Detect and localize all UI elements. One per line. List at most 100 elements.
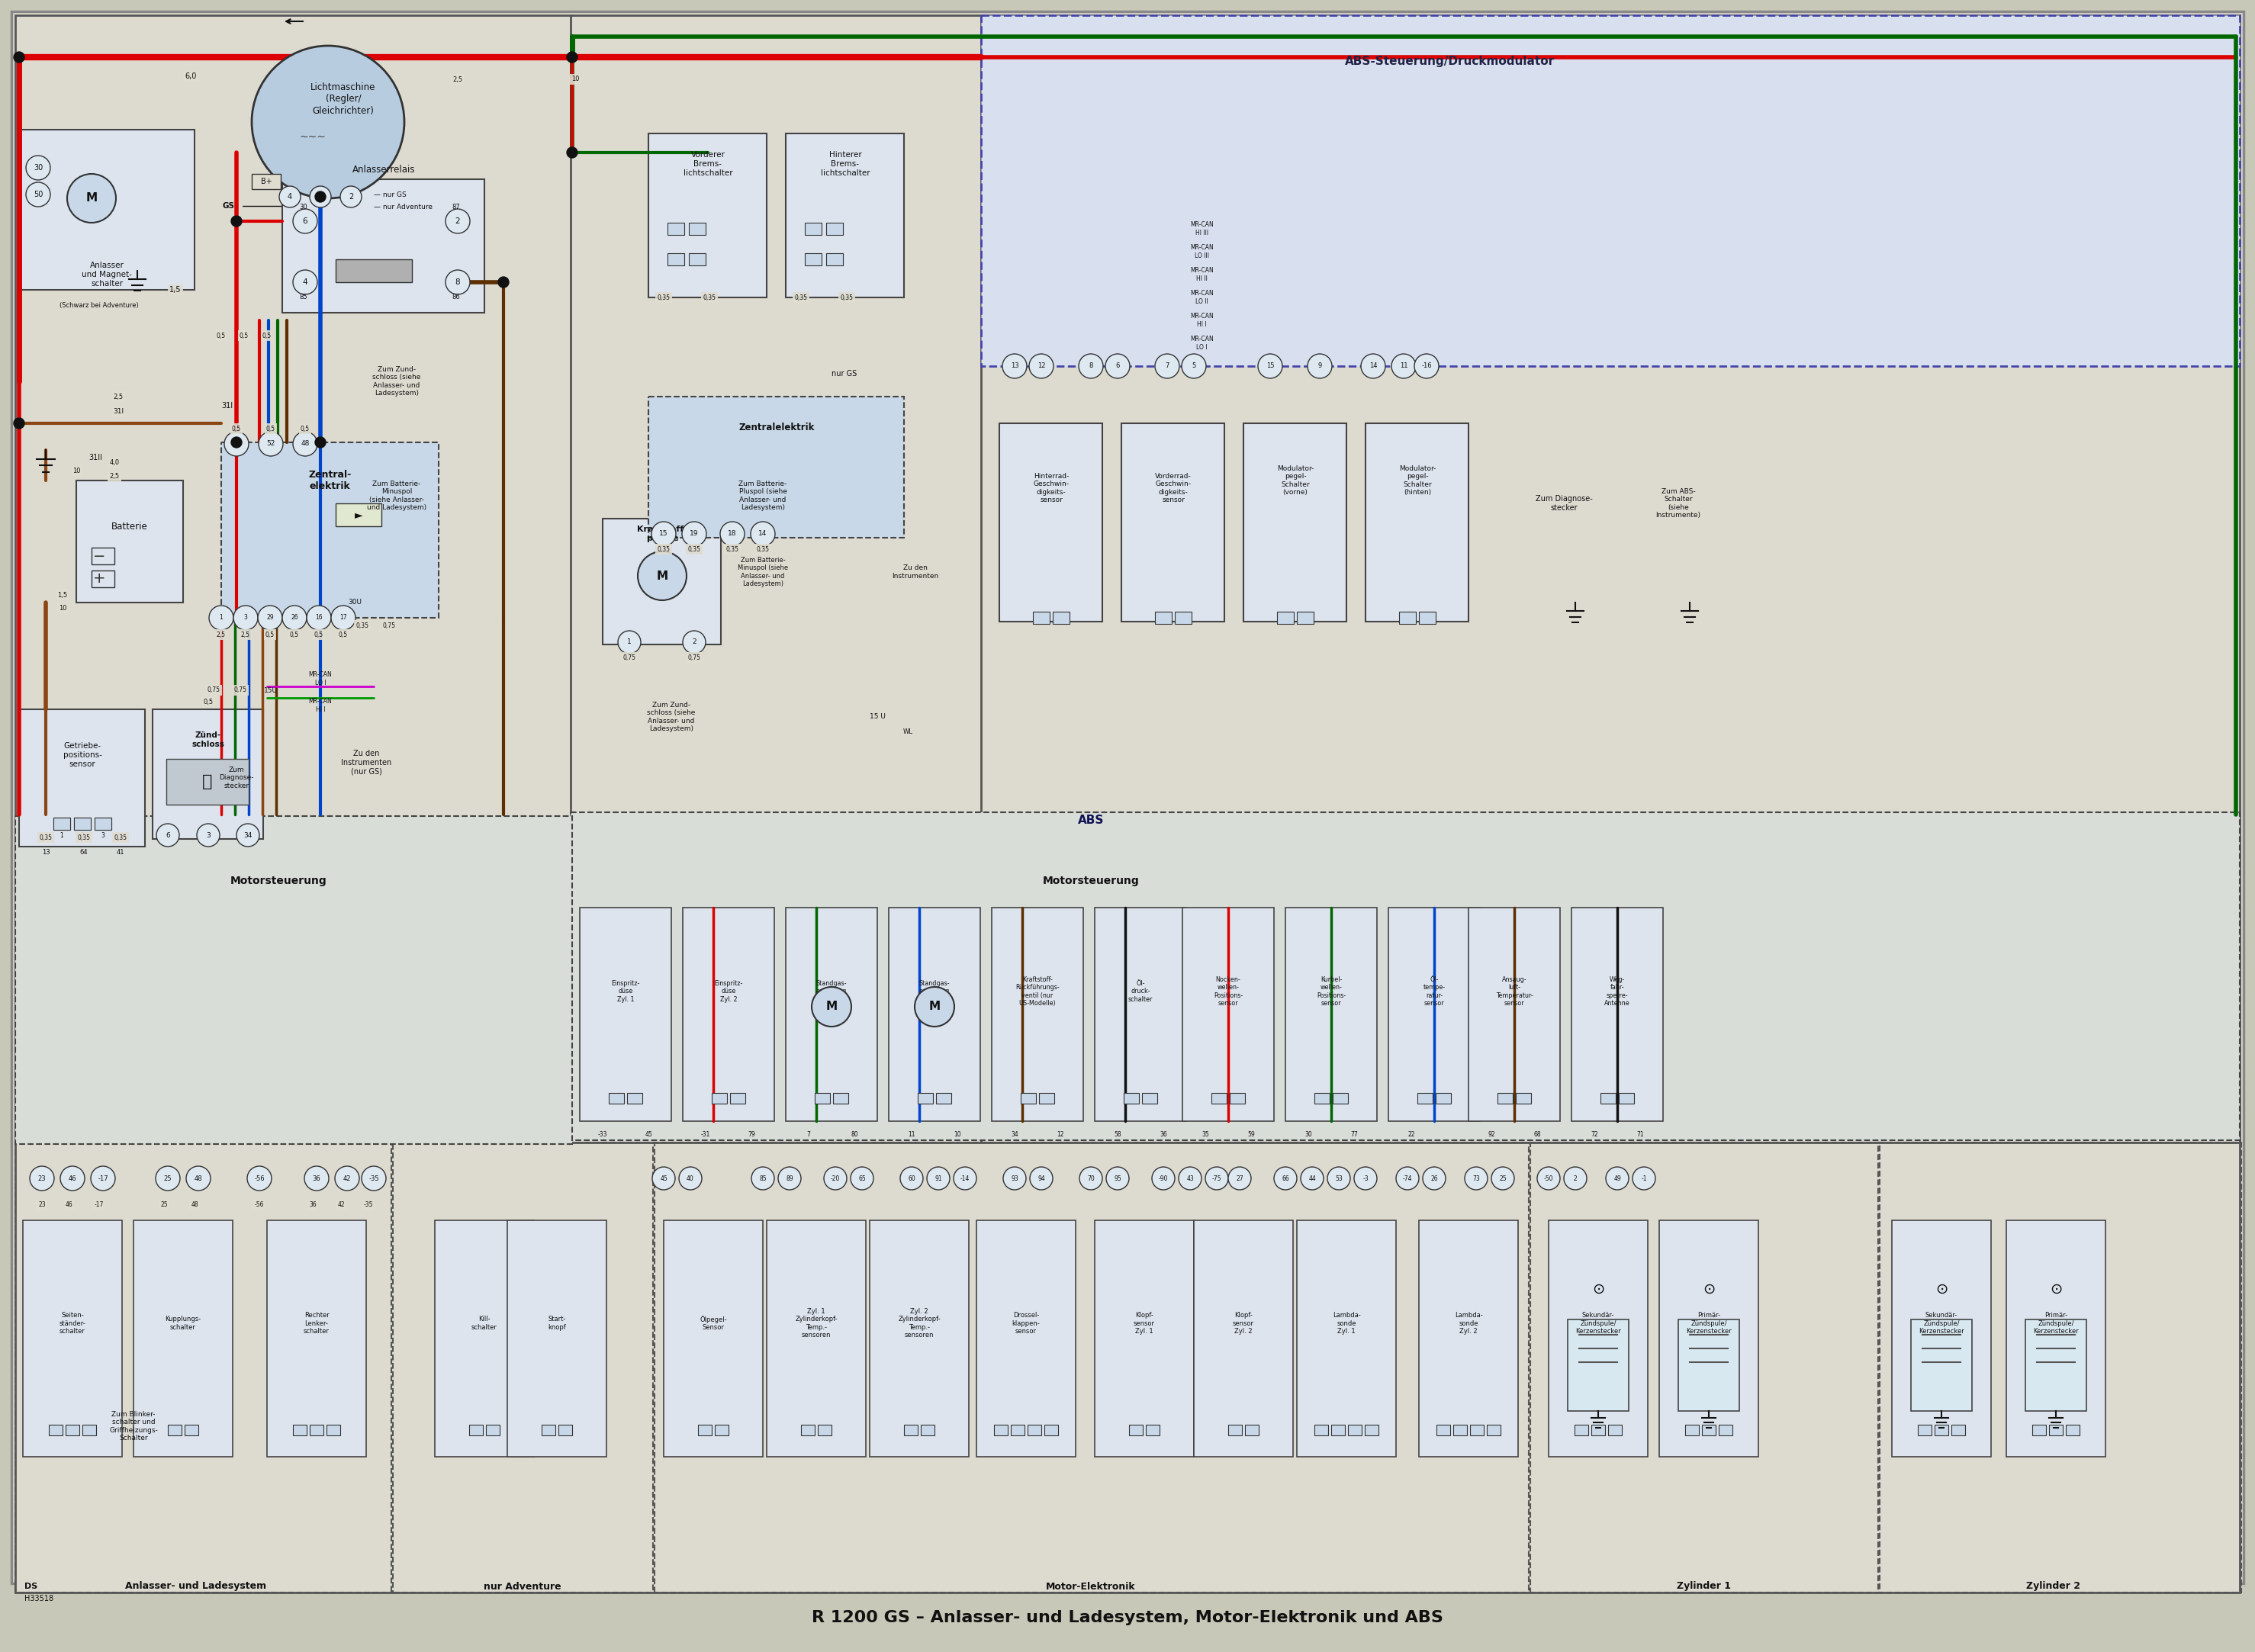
- Text: 14: 14: [1369, 363, 1378, 370]
- Bar: [1684, 1424, 1698, 1436]
- Text: Hinterrad-
Geschwin-
digkeits-
sensor: Hinterrad- Geschwin- digkeits- sensor: [1033, 472, 1069, 504]
- Circle shape: [1301, 1166, 1324, 1189]
- Text: -90: -90: [1159, 1175, 1168, 1181]
- Text: 2: 2: [1574, 1175, 1576, 1181]
- Text: Zentralelektrik: Zentralelektrik: [740, 423, 814, 433]
- Circle shape: [751, 522, 776, 547]
- Circle shape: [1206, 1166, 1229, 1189]
- Bar: [153, 709, 264, 839]
- Bar: [1121, 423, 1224, 621]
- Text: 31II: 31II: [88, 454, 101, 461]
- Bar: [1333, 1094, 1348, 1104]
- Text: 11: 11: [909, 1132, 916, 1138]
- Bar: [1592, 1424, 1606, 1436]
- Text: MR-CAN
LO III: MR-CAN LO III: [1191, 244, 1213, 259]
- Bar: [1601, 1094, 1617, 1104]
- Text: 0,35: 0,35: [704, 294, 715, 301]
- Bar: [1549, 1221, 1648, 1457]
- Bar: [976, 1221, 1076, 1457]
- Bar: [23, 1221, 122, 1457]
- Bar: [667, 223, 683, 235]
- Text: Lambda-
sonde
Zyl. 2: Lambda- sonde Zyl. 2: [1454, 1312, 1482, 1335]
- Text: 5: 5: [235, 441, 239, 448]
- Bar: [1315, 1424, 1328, 1436]
- Bar: [649, 396, 904, 537]
- Text: Zylinder 2: Zylinder 2: [2027, 1581, 2081, 1591]
- Text: 40: 40: [688, 1175, 695, 1181]
- Text: 0,5: 0,5: [291, 631, 300, 638]
- Text: 89: 89: [787, 1175, 794, 1181]
- Text: Modulator-
pegel-
Schalter
(vorne): Modulator- pegel- Schalter (vorne): [1276, 466, 1315, 496]
- Circle shape: [293, 431, 318, 456]
- Circle shape: [681, 522, 706, 547]
- Bar: [1276, 611, 1294, 624]
- Text: Zylinder 1: Zylinder 1: [1678, 1581, 1732, 1591]
- Text: Start-
knopf: Start- knopf: [548, 1317, 566, 1330]
- Text: -75: -75: [1211, 1175, 1222, 1181]
- Circle shape: [446, 210, 469, 233]
- Text: 35: 35: [1202, 1132, 1209, 1138]
- Text: Zum Blinker-
schalter und
Griffheizungs-
Schalter: Zum Blinker- schalter und Griffheizungs-…: [108, 1411, 158, 1442]
- Text: nur GS: nur GS: [832, 370, 857, 378]
- Text: MR-CAN
HI II: MR-CAN HI II: [1191, 268, 1213, 282]
- Text: ~~~: ~~~: [300, 132, 327, 142]
- Text: 10: 10: [954, 1132, 961, 1138]
- Bar: [65, 1424, 79, 1436]
- Text: Öl-
druck-
schalter: Öl- druck- schalter: [1128, 980, 1152, 1003]
- Bar: [1315, 1094, 1330, 1104]
- Text: Zum ABS-
Schalter
(siehe
Instrumente): Zum ABS- Schalter (siehe Instrumente): [1655, 487, 1700, 519]
- Text: 34: 34: [244, 831, 253, 839]
- Bar: [16, 1143, 2239, 1593]
- Bar: [2025, 1320, 2086, 1411]
- Text: 12: 12: [1037, 363, 1046, 370]
- Bar: [785, 134, 904, 297]
- Circle shape: [307, 606, 331, 629]
- Bar: [825, 223, 843, 235]
- Circle shape: [210, 606, 235, 629]
- Bar: [1529, 1143, 1881, 1593]
- Bar: [1053, 611, 1069, 624]
- Circle shape: [446, 269, 469, 294]
- Text: Lambda-
sonde
Zyl. 1: Lambda- sonde Zyl. 1: [1333, 1312, 1360, 1335]
- Text: Motorsteuerung: Motorsteuerung: [1042, 876, 1139, 885]
- Text: 26: 26: [1430, 1175, 1439, 1181]
- Bar: [16, 816, 573, 1145]
- Bar: [1878, 1143, 2241, 1593]
- Circle shape: [1229, 1166, 1252, 1189]
- Bar: [1574, 1424, 1588, 1436]
- Text: MR-CAN
LO II: MR-CAN LO II: [1191, 291, 1213, 306]
- Bar: [1497, 1094, 1513, 1104]
- Text: Zum Batterie-
Minuspol (siehe
Anlasser- und
Ladesystem): Zum Batterie- Minuspol (siehe Anlasser- …: [737, 557, 787, 588]
- Circle shape: [1633, 1166, 1655, 1189]
- Bar: [654, 1143, 1531, 1593]
- Text: 0,5: 0,5: [313, 631, 322, 638]
- Text: M: M: [929, 1001, 940, 1013]
- Bar: [888, 907, 981, 1122]
- Text: Einspritz-
düse
Zyl. 2: Einspritz- düse Zyl. 2: [715, 980, 742, 1003]
- Text: Nocken-
wellen-
Positions-
sensor: Nocken- wellen- Positions- sensor: [1213, 976, 1243, 1006]
- Bar: [1910, 1320, 1971, 1411]
- Text: 0,5: 0,5: [266, 425, 275, 433]
- Text: -1: -1: [1642, 1175, 1646, 1181]
- Bar: [1703, 1424, 1716, 1436]
- Bar: [1917, 1424, 1933, 1436]
- Text: Motorsteuerung: Motorsteuerung: [230, 876, 327, 885]
- Circle shape: [498, 278, 510, 287]
- Circle shape: [1466, 1166, 1488, 1189]
- Bar: [336, 504, 381, 527]
- Text: Klopf-
sensor
Zyl. 2: Klopf- sensor Zyl. 2: [1233, 1312, 1254, 1335]
- Bar: [327, 1424, 341, 1436]
- Bar: [580, 907, 672, 1122]
- Text: nur Adventure: nur Adventure: [485, 1581, 561, 1591]
- Bar: [1608, 1424, 1621, 1436]
- Text: 85: 85: [760, 1175, 767, 1181]
- Circle shape: [1538, 1166, 1560, 1189]
- Bar: [683, 907, 773, 1122]
- Bar: [981, 15, 2239, 1145]
- Text: 3: 3: [101, 833, 104, 839]
- Bar: [336, 259, 413, 282]
- Bar: [805, 223, 821, 235]
- Bar: [649, 134, 767, 297]
- Bar: [92, 547, 115, 565]
- Circle shape: [196, 824, 219, 846]
